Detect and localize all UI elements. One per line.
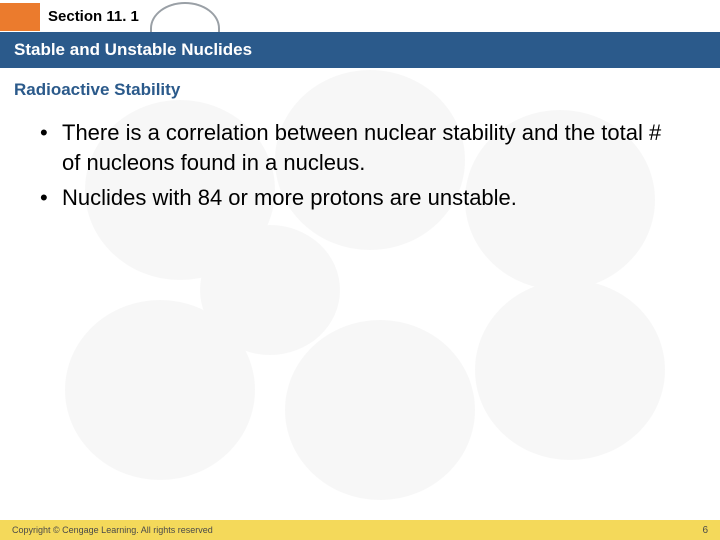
list-item: There is a correlation between nuclear s… (40, 118, 680, 177)
page-number: 6 (702, 525, 708, 536)
bullet-list: There is a correlation between nuclear s… (40, 118, 680, 213)
content-area: There is a correlation between nuclear s… (0, 118, 720, 213)
section-label: Section 11. 1 (48, 8, 139, 25)
title-text: Stable and Unstable Nuclides (14, 40, 252, 60)
subtitle: Radioactive Stability (0, 68, 720, 118)
copyright-text: Copyright © Cengage Learning. All rights… (12, 525, 213, 535)
title-bar: Stable and Unstable Nuclides (0, 32, 720, 68)
orange-accent-box (0, 3, 40, 31)
section-curve-decoration (150, 2, 220, 32)
list-item: Nuclides with 84 or more protons are uns… (40, 183, 680, 213)
footer-bar: Copyright © Cengage Learning. All rights… (0, 520, 720, 540)
section-header-row: Section 11. 1 (0, 0, 720, 32)
